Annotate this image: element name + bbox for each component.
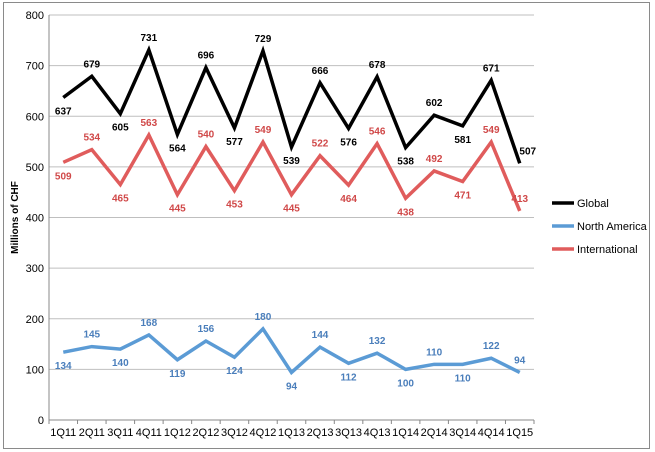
y-tick-label: 700 xyxy=(26,61,44,73)
x-axis-ticks: 1Q11 2Q11 3Q11 4Q11 1Q12 2Q12 3Q12 4Q12 1Q13 2Q13… xyxy=(48,420,535,439)
x-tick-label: 2Q13 xyxy=(307,427,334,439)
data-label: 119 xyxy=(169,369,186,380)
x-tick-label: 1Q13 xyxy=(278,427,305,439)
data-label: 666 xyxy=(312,66,329,77)
data-label: 100 xyxy=(397,378,414,389)
data-label: 549 xyxy=(255,125,272,136)
x-tick-label: 2Q14 xyxy=(421,427,448,439)
x-tick-label: 1Q12 xyxy=(164,427,191,439)
y-tick-label: 100 xyxy=(26,364,44,376)
legend-label: Global xyxy=(577,198,609,210)
data-label: 538 xyxy=(397,157,414,168)
data-label: 509 xyxy=(55,171,72,182)
data-label: 134 xyxy=(55,361,72,372)
data-label: 140 xyxy=(112,358,129,369)
y-tick-label: 500 xyxy=(26,162,44,174)
series-line-north-america xyxy=(62,326,521,376)
data-label: 534 xyxy=(83,133,100,144)
data-label: 471 xyxy=(454,191,471,202)
series-line-global xyxy=(62,45,522,164)
data-label: 563 xyxy=(141,118,158,129)
chart-frame: 0 100 200 300 400 500 600 700 800 1Q11 2Q11 3Q11 4Q… xyxy=(3,2,650,449)
data-label: 94 xyxy=(514,355,526,366)
data-label: 637 xyxy=(55,107,72,118)
y-axis-ticks: 0 100 200 300 400 500 600 700 800 xyxy=(26,10,44,427)
data-label: 180 xyxy=(255,312,272,323)
data-label: 156 xyxy=(198,324,215,335)
y-axis-label: Millions of CHF xyxy=(10,181,21,254)
legend-label: International xyxy=(577,244,638,256)
data-label: 679 xyxy=(83,59,100,70)
data-label: 729 xyxy=(255,34,272,45)
data-label: 696 xyxy=(198,51,215,62)
data-label: 464 xyxy=(340,194,357,205)
data-label: 605 xyxy=(112,123,129,134)
y-tick-label: 0 xyxy=(38,415,44,427)
x-tick-label: 4Q13 xyxy=(364,427,391,439)
data-label: 132 xyxy=(369,336,386,347)
data-label: 110 xyxy=(455,373,472,384)
data-label: 564 xyxy=(169,143,186,154)
data-label: 546 xyxy=(369,127,386,138)
data-label: 122 xyxy=(483,341,500,352)
data-labels: 637 679 605 731 564 696 577 729 539 666 576 678 538 6… xyxy=(55,33,537,392)
x-tick-label: 4Q14 xyxy=(478,427,505,439)
data-label: 539 xyxy=(283,156,300,167)
x-tick-label: 4Q11 xyxy=(136,427,162,439)
legend-label: North America xyxy=(577,221,648,233)
data-label: 678 xyxy=(369,60,386,71)
data-label: 540 xyxy=(198,130,215,141)
legend: Global North America International xyxy=(552,198,648,256)
data-label: 110 xyxy=(426,347,443,358)
x-tick-label: 3Q13 xyxy=(335,427,362,439)
data-label: 413 xyxy=(511,194,528,205)
data-label: 453 xyxy=(226,200,243,211)
data-label: 168 xyxy=(141,318,158,329)
data-label: 445 xyxy=(283,204,300,215)
y-tick-label: 300 xyxy=(26,263,44,275)
data-label: 94 xyxy=(286,381,298,392)
y-tick-label: 800 xyxy=(26,10,44,22)
y-tick-label: 200 xyxy=(26,314,44,326)
data-label: 445 xyxy=(169,204,186,215)
series-line-international xyxy=(62,131,522,212)
data-label: 549 xyxy=(483,125,500,136)
data-label: 124 xyxy=(226,366,243,377)
data-label: 465 xyxy=(112,194,129,205)
data-label: 112 xyxy=(340,372,357,383)
x-tick-label: 3Q14 xyxy=(449,427,476,439)
data-label: 576 xyxy=(340,137,357,148)
x-tick-label: 1Q11 xyxy=(50,427,76,439)
data-label: 577 xyxy=(226,137,243,148)
data-label: 492 xyxy=(426,154,443,165)
x-tick-label: 1Q14 xyxy=(392,427,419,439)
data-label: 522 xyxy=(312,139,329,150)
x-tick-label: 4Q12 xyxy=(250,427,277,439)
data-label: 438 xyxy=(397,207,414,218)
x-tick-label: 3Q12 xyxy=(221,427,248,439)
x-tick-label: 2Q11 xyxy=(79,427,105,439)
data-label: 507 xyxy=(519,146,536,157)
y-tick-label: 600 xyxy=(26,111,44,123)
x-tick-label: 1Q15 xyxy=(506,427,533,439)
data-label: 731 xyxy=(141,33,158,44)
data-label: 671 xyxy=(483,63,500,74)
data-label: 602 xyxy=(426,98,443,109)
data-label: 581 xyxy=(454,135,471,146)
y-tick-label: 400 xyxy=(26,213,44,225)
series-lines xyxy=(62,45,522,376)
x-tick-label: 3Q11 xyxy=(107,427,133,439)
data-label: 144 xyxy=(312,330,329,341)
x-tick-label: 2Q12 xyxy=(192,427,219,439)
data-label: 145 xyxy=(83,330,100,341)
